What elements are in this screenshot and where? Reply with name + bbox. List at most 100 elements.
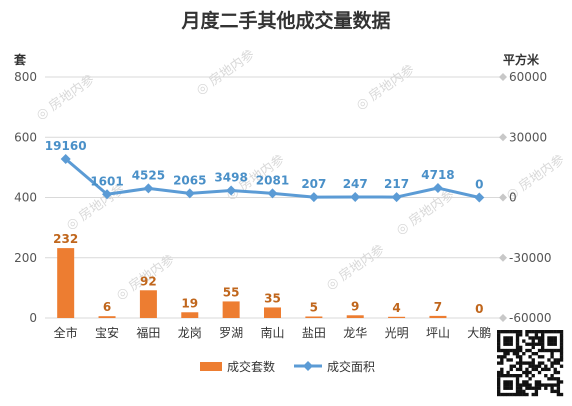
qr-module bbox=[522, 392, 526, 397]
qr-module bbox=[528, 361, 532, 365]
qr-module bbox=[509, 348, 513, 353]
bar bbox=[388, 316, 406, 318]
qr-module bbox=[497, 330, 501, 334]
bar-value-label: 232 bbox=[53, 232, 78, 246]
qr-module bbox=[515, 336, 520, 340]
chart-title: 月度二手其他成交量数据 bbox=[180, 9, 390, 32]
qr-module bbox=[534, 383, 539, 387]
qr-module bbox=[500, 392, 504, 397]
qr-module bbox=[506, 392, 510, 397]
qr-module bbox=[497, 361, 501, 365]
qr-module bbox=[550, 348, 554, 353]
qr-module bbox=[519, 383, 523, 387]
line-point bbox=[308, 192, 319, 203]
qr-module bbox=[537, 330, 542, 334]
qr-module bbox=[515, 377, 520, 381]
line-value-label: 4525 bbox=[132, 168, 165, 182]
left-tick-label: 600 bbox=[14, 130, 37, 144]
line-series: 19160 1601 4525 2065 3498 2081 207 247 217 4718 0 bbox=[45, 139, 485, 203]
line-value-label: 1601 bbox=[90, 174, 123, 188]
qr-module bbox=[559, 333, 564, 337]
qr-module bbox=[550, 361, 554, 365]
qr-module bbox=[544, 383, 548, 387]
qr-module bbox=[537, 386, 542, 390]
bar bbox=[57, 248, 75, 318]
line-point bbox=[391, 192, 402, 203]
qr-module bbox=[497, 342, 501, 346]
line-value-label: 19160 bbox=[45, 139, 87, 153]
right-tick-label: 60000 bbox=[509, 70, 547, 84]
qr-module bbox=[509, 330, 513, 334]
line-value-label: 2065 bbox=[173, 173, 206, 187]
qr-module bbox=[550, 389, 554, 394]
qr-module bbox=[556, 380, 561, 384]
qr-module bbox=[519, 355, 523, 359]
qr-module bbox=[559, 364, 564, 368]
left-tick-label: 800 bbox=[14, 70, 37, 84]
qr-module bbox=[512, 330, 517, 334]
qr-module bbox=[519, 364, 523, 368]
qr-module bbox=[506, 330, 510, 334]
bar-value-label: 5 bbox=[310, 300, 318, 314]
qr-module bbox=[559, 336, 564, 340]
qr-module bbox=[509, 380, 513, 384]
qr-module bbox=[512, 392, 517, 397]
qr-module bbox=[522, 339, 526, 343]
qr-module bbox=[503, 342, 507, 346]
qr-module bbox=[531, 367, 535, 372]
right-tick-label: -30000 bbox=[509, 251, 552, 265]
x-tick-label: 光明 bbox=[385, 326, 409, 340]
qr-module bbox=[515, 367, 520, 372]
qr-module bbox=[544, 364, 548, 368]
qr-module bbox=[541, 348, 545, 353]
line-value-label: 217 bbox=[384, 177, 409, 191]
left-axis: 0 200 400 600 800 bbox=[14, 70, 37, 325]
legend-bar-label: 成交套数 bbox=[227, 359, 275, 374]
qr-module bbox=[534, 333, 539, 337]
qr-module bbox=[541, 336, 545, 340]
qr-module bbox=[531, 361, 535, 365]
line-point bbox=[143, 183, 154, 194]
qr-module bbox=[553, 336, 557, 340]
bar bbox=[139, 290, 157, 318]
line-point bbox=[60, 154, 71, 165]
qr-module bbox=[528, 370, 532, 375]
legend-line-label: 成交面积 bbox=[327, 359, 375, 374]
qr-module bbox=[497, 336, 501, 340]
qr-module bbox=[522, 380, 526, 384]
qr-module bbox=[522, 383, 526, 387]
qr-module bbox=[556, 358, 561, 362]
qr-module bbox=[503, 348, 507, 353]
bar bbox=[264, 307, 281, 318]
qr-module bbox=[537, 383, 542, 387]
right-tick-marker bbox=[499, 314, 507, 322]
x-tick-label: 龙华 bbox=[343, 326, 367, 340]
qr-module bbox=[547, 342, 551, 346]
qr-module bbox=[556, 386, 561, 390]
qr-module bbox=[553, 330, 557, 334]
qr-module bbox=[531, 364, 535, 368]
qr-module bbox=[525, 383, 529, 387]
qr-module bbox=[547, 348, 551, 353]
qr-module bbox=[559, 355, 564, 359]
qr-module bbox=[553, 342, 557, 346]
line-value-label: 2081 bbox=[256, 173, 289, 187]
bar bbox=[346, 315, 364, 318]
qr-module bbox=[515, 330, 520, 334]
bar-value-label: 55 bbox=[223, 285, 240, 299]
qr-module bbox=[525, 380, 529, 384]
qr-module bbox=[541, 330, 545, 334]
qr-module bbox=[509, 342, 513, 346]
qr-module bbox=[528, 383, 532, 387]
bar-value-label: 35 bbox=[264, 291, 281, 305]
qr-module bbox=[550, 383, 554, 387]
qr-module bbox=[497, 370, 501, 375]
bar-series: 232 6 92 19 55 35 5 9 4 7 0 bbox=[53, 232, 483, 318]
qr-module bbox=[531, 352, 535, 356]
qr-module bbox=[547, 383, 551, 387]
qr-module bbox=[515, 355, 520, 359]
watermark-text: ◎ 房地内参 bbox=[323, 241, 387, 293]
qr-module bbox=[509, 339, 513, 343]
qr-module bbox=[559, 352, 564, 356]
qr-module bbox=[550, 364, 554, 368]
